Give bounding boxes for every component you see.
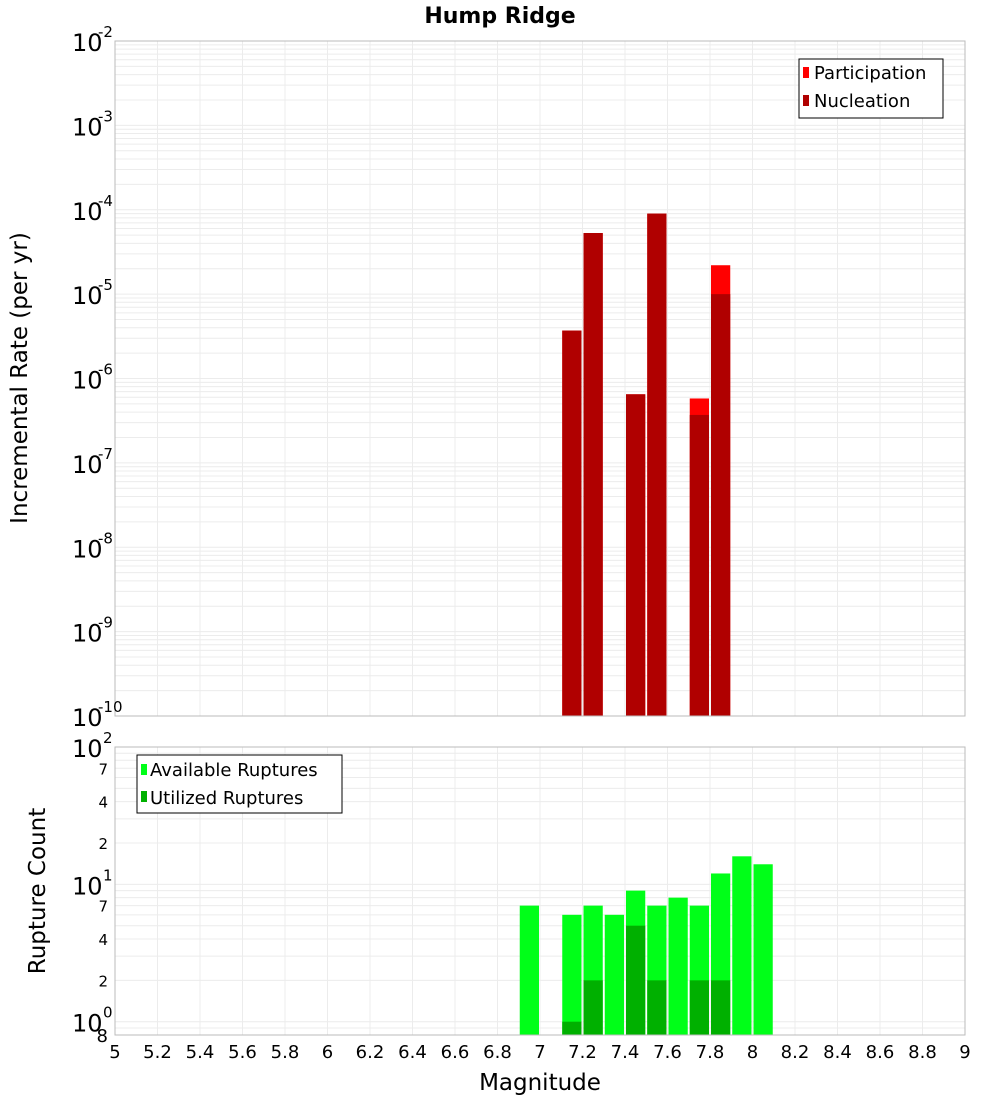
bottom-y-tick-exp: 0 — [103, 1004, 113, 1022]
x-tick-label: 7.4 — [611, 1042, 640, 1063]
bottom-y-tick-base: 10 — [72, 1010, 103, 1038]
bottom-y-axis-label: Rupture Count — [25, 808, 51, 974]
available-ruptures-bar — [668, 897, 688, 1035]
legend-label-participation: Participation — [814, 63, 926, 84]
x-tick-label: 6 — [322, 1042, 333, 1063]
bottom-y-tick-base: 10 — [72, 872, 103, 900]
top-y-tick-exp: -3 — [98, 107, 113, 125]
x-tick-label: 7.2 — [568, 1042, 597, 1063]
top-y-tick-base: 10 — [72, 282, 103, 310]
legend-swatch-nucleation — [803, 95, 809, 106]
bottom-legend-box — [136, 754, 343, 814]
x-tick-label: 6.8 — [483, 1042, 512, 1063]
x-tick-label: 8.8 — [908, 1042, 937, 1063]
x-tick-label: 8.4 — [823, 1042, 852, 1063]
utilized-ruptures-bar — [647, 980, 667, 1035]
x-tick-label: 5.4 — [186, 1042, 215, 1063]
bottom-y-tick-base: 10 — [72, 735, 103, 763]
top-y-tick-base: 10 — [72, 367, 103, 395]
legend-swatch-utilized — [141, 791, 147, 802]
nucleation-bar — [689, 414, 709, 716]
available-ruptures-bar — [732, 856, 752, 1035]
x-tick-label: 7 — [534, 1042, 545, 1063]
utilized-ruptures-bar — [626, 925, 646, 1035]
top-y-tick-exp: -9 — [98, 614, 113, 632]
bottom-y-tick-minor: 8 — [97, 1026, 108, 1047]
bottom-y-tick-minor: 2 — [98, 972, 108, 990]
top-y-tick-base: 10 — [72, 451, 103, 479]
top-y-axis-label: Incremental Rate (per yr) — [7, 232, 33, 524]
utilized-ruptures-bar — [562, 1021, 582, 1035]
top-y-tick-base: 10 — [72, 29, 103, 57]
bottom-plot-frame — [114, 746, 966, 1036]
top-y-tick-exp: -10 — [98, 698, 123, 716]
top-y-tick-exp: -4 — [98, 192, 113, 210]
top-bars — [562, 213, 731, 717]
top-y-tick-base: 10 — [72, 704, 103, 732]
top-legend-box — [798, 58, 944, 119]
x-tick-label: 5.8 — [271, 1042, 300, 1063]
utilized-ruptures-bar — [689, 980, 709, 1035]
top-y-tick-exp: -5 — [98, 276, 113, 294]
available-ruptures-bar — [604, 914, 624, 1035]
bottom-y-tick-minor: 4 — [98, 794, 108, 812]
utilized-ruptures-bar — [583, 980, 603, 1035]
x-tick-label: 6.2 — [356, 1042, 385, 1063]
top-legend: Participation Nucleation — [798, 58, 944, 119]
x-tick-label: 8.2 — [781, 1042, 810, 1063]
x-tick-label: 7.6 — [653, 1042, 682, 1063]
bottom-y-tick-exp: 1 — [103, 866, 113, 884]
nucleation-bar — [583, 233, 603, 716]
nucleation-bar — [711, 294, 731, 716]
nucleation-bar — [562, 330, 582, 716]
x-tick-label: 6.4 — [398, 1042, 427, 1063]
top-y-tick-base: 10 — [72, 535, 103, 563]
bottom-y-tick-minor: 7 — [98, 760, 108, 778]
utilized-ruptures-bar — [711, 980, 731, 1035]
bottom-y-tick-minor: 7 — [98, 898, 108, 916]
x-tick-label: 5.6 — [228, 1042, 257, 1063]
x-tick-label: 8 — [747, 1042, 758, 1063]
top-y-tick-exp: -2 — [98, 23, 113, 41]
x-tick-label: 7.8 — [696, 1042, 725, 1063]
nucleation-bar — [626, 394, 646, 716]
x-tick-label: 9 — [959, 1042, 970, 1063]
x-axis-label: Magnitude — [479, 1070, 601, 1096]
x-tick-label: 5.2 — [143, 1042, 172, 1063]
available-ruptures-bar — [562, 914, 582, 1035]
top-y-tick-base: 10 — [72, 620, 103, 648]
legend-label-available: Available Ruptures — [150, 760, 318, 781]
legend-swatch-participation — [803, 67, 809, 78]
nucleation-bar — [647, 213, 667, 717]
top-y-tick-base: 10 — [72, 113, 103, 141]
bottom-y-tick-minor: 4 — [98, 931, 108, 949]
x-ticks: 5 5.2 5.4 5.6 5.8 6 6.2 6.4 6.6 6.8 7 7.2 7.4 7.6 7.8 8… — [109, 1042, 970, 1063]
top-y-tick-exp: -8 — [98, 529, 113, 547]
legend-swatch-available — [141, 764, 147, 775]
x-tick-label: 5 — [109, 1042, 120, 1063]
legend-label-utilized: Utilized Ruptures — [150, 788, 303, 809]
top-y-tick-base: 10 — [72, 198, 103, 226]
available-ruptures-bar — [753, 864, 773, 1035]
available-ruptures-bar — [519, 905, 539, 1035]
top-grid — [114, 41, 966, 717]
bottom-y-tick-exp: 2 — [103, 729, 113, 747]
bottom-y-tick-minor: 2 — [98, 835, 108, 853]
top-y-tick-exp: -7 — [98, 445, 113, 463]
x-tick-label: 8.6 — [866, 1042, 895, 1063]
bottom-legend: Available Ruptures Utilized Ruptures — [136, 754, 343, 814]
top-plot-frame — [114, 40, 966, 717]
bottom-bars — [519, 856, 773, 1035]
chart-title: Hump Ridge — [424, 4, 575, 29]
legend-label-nucleation: Nucleation — [814, 91, 910, 112]
x-tick-label: 6.6 — [441, 1042, 470, 1063]
top-y-tick-exp: -6 — [98, 361, 113, 379]
